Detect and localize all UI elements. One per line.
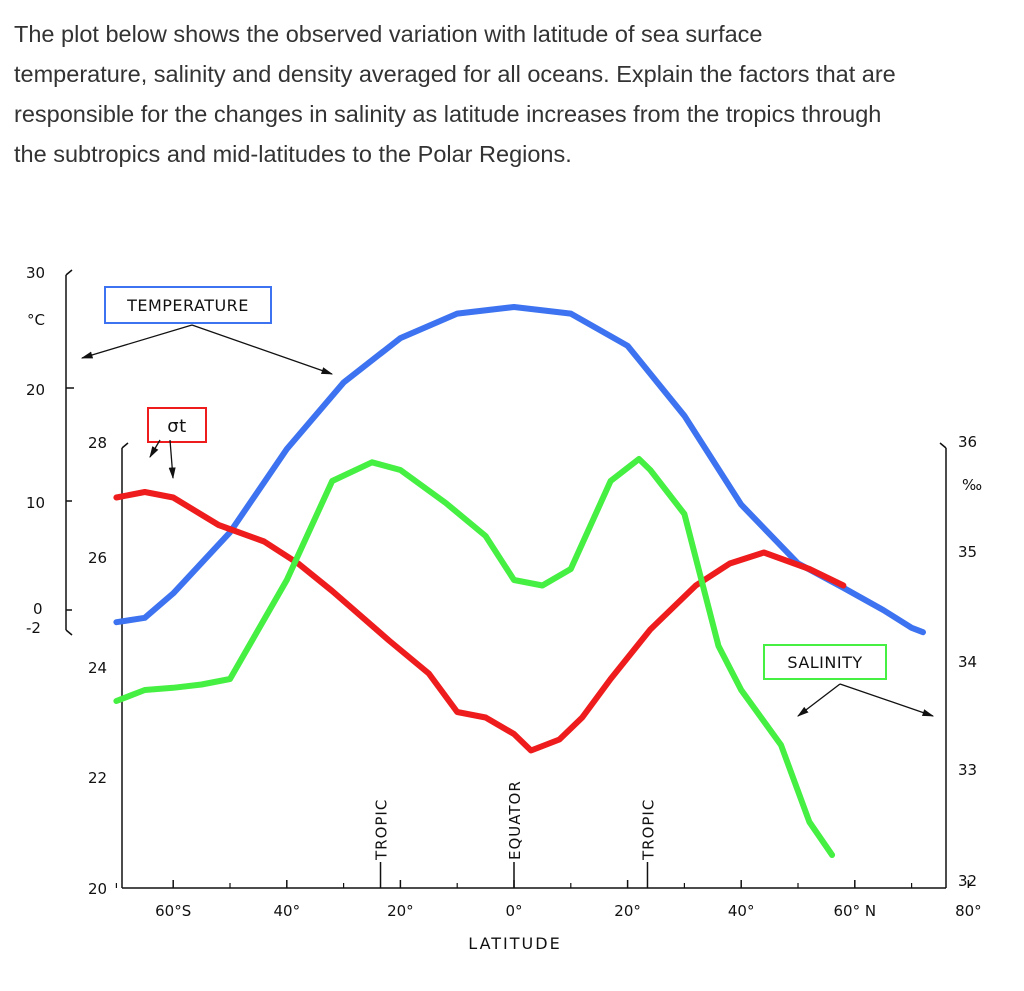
temperature-tick-label-30: 30	[26, 264, 45, 282]
salinity-annotation: SALINITY	[764, 645, 933, 716]
salinity-tick-label-33: 33	[958, 761, 977, 779]
sigma-t-tick-label-22: 22	[88, 769, 107, 787]
temperature-axis-bottom-hook	[66, 630, 72, 635]
latitude-axis-title: LATITUDE	[468, 934, 561, 953]
sigma-t-tick-label-28: 28	[88, 434, 107, 452]
latitude-tick-label: 80°	[955, 902, 982, 920]
series-layer	[116, 307, 923, 855]
sigma-t-tick-label-26: 26	[88, 549, 107, 567]
latitude-axis: 60°S 40° 20° 0° 20° 40° 60° N 80° LATITUDE	[116, 880, 981, 953]
latitude-tick-label: 60°S	[155, 902, 191, 920]
sigma-t-annotation: σt	[148, 408, 206, 478]
series-salinity-line	[116, 459, 832, 855]
latitude-marker-label: TROPIC	[373, 799, 391, 861]
latitude-tick-label: 40°	[728, 902, 755, 920]
salinity-tick-label-34: 34	[958, 653, 977, 671]
latitude-tick-label: 40°	[274, 902, 301, 920]
salinity-label: SALINITY	[787, 653, 862, 672]
temperature-axis: 30 °C 20 10 0 -2	[26, 264, 74, 637]
latitude-tick-label: 20°	[614, 902, 641, 920]
latitude-marker-label: TROPIC	[639, 799, 657, 861]
latitude-tick-label: 0°	[505, 902, 522, 920]
sigma-t-label: σt	[167, 416, 186, 437]
salinity-tick-label-35: 35	[958, 543, 977, 561]
temperature-unit-label: °C	[27, 311, 45, 329]
latitude-ticks: 60°S 40° 20° 0° 20° 40° 60° N 80°	[116, 880, 981, 920]
latitude-marker-label: EQUATOR	[506, 780, 524, 860]
sigma-t-axis-top-hook	[122, 443, 128, 448]
temperature-tick-label-10: 10	[26, 494, 45, 512]
salinity-arrow-left	[798, 684, 840, 716]
latitude-tick-label: 20°	[387, 902, 414, 920]
temperature-tick-label-minus2: -2	[26, 619, 41, 637]
latitude-tick-label: 60° N	[834, 902, 877, 920]
salinity-tick-label-32: 32	[958, 872, 977, 890]
temperature-arrow-right	[192, 325, 332, 374]
salinity-axis: 36 ‰ 35 34 33 32	[940, 433, 982, 890]
latitude-profile-chart: 30 °C 20 10 0 -2 28 26 24 22 20 36 ‰ 35 …	[0, 0, 1024, 991]
temperature-label: TEMPERATURE	[126, 296, 249, 315]
sigma-t-arrow-down	[170, 440, 173, 478]
sigma-t-tick-label-24: 24	[88, 659, 107, 677]
salinity-tick-label-36: 36	[958, 433, 977, 451]
latitude-markers: TROPIC EQUATOR TROPIC	[373, 780, 658, 888]
sigma-t-tick-label-20: 20	[88, 880, 107, 898]
salinity-unit-label: ‰	[962, 476, 982, 494]
temperature-axis-top-hook	[66, 270, 72, 275]
salinity-arrow-right	[840, 684, 933, 716]
salinity-axis-top-hook	[940, 443, 946, 448]
temperature-tick-label-0: 0	[33, 600, 43, 618]
temperature-tick-label-20: 20	[26, 381, 45, 399]
sigma-t-axis: 28 26 24 22 20	[88, 434, 128, 898]
temperature-annotation: TEMPERATURE	[82, 287, 332, 374]
temperature-arrow-left	[82, 325, 192, 358]
